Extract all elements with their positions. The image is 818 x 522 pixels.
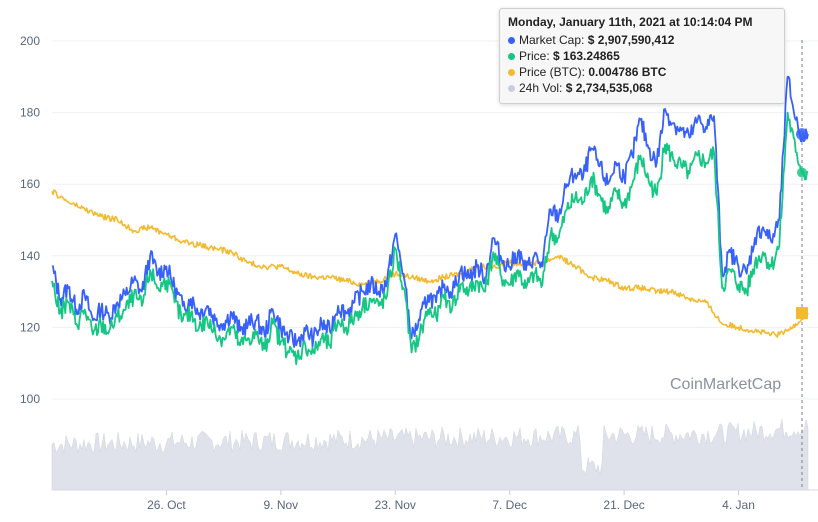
tooltip-label: Price (BTC): bbox=[519, 65, 585, 79]
tooltip-title: Monday, January 11th, 2021 at 10:14:04 P… bbox=[508, 15, 753, 29]
y-tick-label: 140 bbox=[20, 249, 40, 263]
y-tick-label: 120 bbox=[20, 320, 40, 334]
volume-area bbox=[51, 419, 809, 491]
series-lines bbox=[51, 75, 809, 366]
tooltip: Monday, January 11th, 2021 at 10:14:04 P… bbox=[499, 8, 785, 104]
series-line-price-btc bbox=[51, 189, 809, 338]
y-tick-label: 180 bbox=[20, 106, 40, 120]
x-tick-label: 4. Jan bbox=[722, 498, 755, 512]
tooltip-label: Market Cap: bbox=[519, 33, 585, 47]
x-tick-label: 7. Dec bbox=[492, 498, 527, 512]
y-tick-label: 200 bbox=[20, 34, 40, 48]
tooltip-row-volume: 24h Vol: $ 2,734,535,068 bbox=[508, 80, 776, 96]
series-line-price bbox=[51, 111, 809, 366]
x-tick-label: 26. Oct bbox=[147, 498, 186, 512]
tooltip-value: $ 2,734,535,068 bbox=[565, 81, 653, 95]
x-tick-label: 9. Nov bbox=[263, 498, 298, 512]
hover-markers bbox=[796, 128, 808, 320]
price-dot-icon bbox=[508, 53, 515, 60]
tooltip-row-price-btc: Price (BTC): 0.004786 BTC bbox=[508, 64, 776, 80]
x-axis: 26. Oct 9. Nov 23. Nov 7. Dec 21. Dec 4. Jan bbox=[52, 489, 818, 512]
x-tick-label: 23. Nov bbox=[375, 498, 416, 512]
tooltip-row-market-cap: Market Cap: $ 2,907,590,412 bbox=[508, 32, 776, 48]
tooltip-value: $ 2,907,590,412 bbox=[587, 33, 675, 47]
volume-area-shape bbox=[51, 419, 809, 491]
market-cap-marker bbox=[796, 128, 808, 141]
y-axis: 200 180 160 140 120 100 bbox=[20, 34, 40, 406]
x-tick-label: 21. Dec bbox=[603, 498, 644, 512]
tooltip-row-price: Price: $ 163.24865 bbox=[508, 48, 776, 64]
y-tick-label: 160 bbox=[20, 177, 40, 191]
y-tick-label: 100 bbox=[20, 392, 40, 406]
price-btc-marker bbox=[796, 307, 808, 320]
tooltip-value: $ 163.24865 bbox=[553, 49, 620, 63]
price-btc-dot-icon bbox=[508, 69, 515, 76]
watermark: CoinMarketCap bbox=[670, 376, 781, 393]
tooltip-value: 0.004786 BTC bbox=[588, 65, 667, 79]
tooltip-label: 24h Vol: bbox=[519, 81, 563, 95]
volume-dot-icon bbox=[508, 85, 515, 92]
tooltip-label: Price: bbox=[519, 49, 550, 63]
series-line-market-cap bbox=[51, 75, 809, 348]
market-cap-dot-icon bbox=[508, 37, 515, 44]
price-marker bbox=[797, 167, 807, 178]
